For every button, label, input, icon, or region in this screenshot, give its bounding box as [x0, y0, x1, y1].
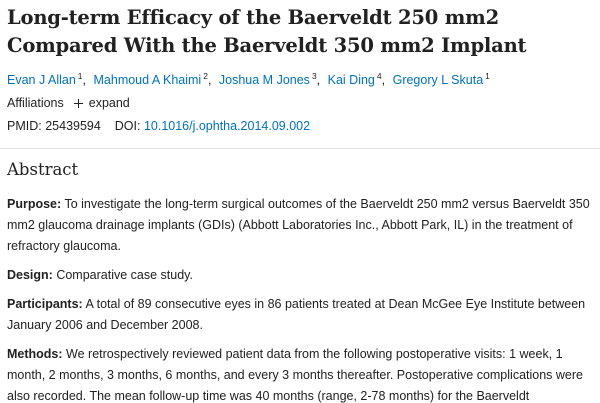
pmid-value: 25439594	[45, 119, 101, 133]
section-label: Design:	[7, 268, 53, 282]
author-name[interactable]: Kai Ding	[327, 73, 375, 88]
abstract-section: Design: Comparative case study.	[7, 265, 597, 286]
abstract-section: Methods: We retrospectively reviewed pat…	[7, 344, 597, 403]
title-line: Long-term Efficacy of the Baerveldt 250 …	[7, 6, 499, 29]
affiliation-number[interactable]: 4	[376, 71, 382, 81]
doi-link[interactable]: 10.1016/j.ophtha.2014.09.002	[143, 119, 311, 133]
section-label: Methods:	[7, 347, 63, 361]
section-text: Comparative case study.	[56, 268, 193, 282]
author: Evan J Allan 1	[7, 71, 90, 88]
affiliation-number[interactable]: 2	[203, 71, 208, 81]
section-label: Purpose:	[7, 197, 62, 211]
affiliations-row: Affiliations expand	[7, 96, 130, 110]
section-label: Participants:	[7, 297, 83, 311]
section-text: We retrospectively reviewed patient data…	[7, 347, 583, 403]
author-name[interactable]: Joshua M Jones	[218, 73, 310, 88]
doi-label: DOI:	[114, 119, 141, 133]
affiliation-number[interactable]: 1	[77, 71, 83, 81]
abstract-section: Purpose: To investigate the long-term su…	[7, 194, 597, 257]
section-text: To investigate the long-term surgical ou…	[7, 197, 590, 253]
article-title: Long-term Efficacy of the Baerveldt 250 …	[7, 4, 597, 60]
author: Gregory L Skuta 1	[392, 71, 490, 88]
expand-link[interactable]: expand	[88, 96, 130, 110]
abstract-body: Purpose: To investigate the long-term su…	[7, 194, 597, 403]
title-line: Compared With the Baerveldt 350 mm2 Impl…	[7, 34, 527, 57]
expand-icon[interactable]	[73, 98, 83, 108]
author: Kai Ding 4	[327, 71, 389, 88]
affiliation-number[interactable]: 1	[485, 71, 490, 81]
author-name[interactable]: Mahmoud A Khaimi	[93, 73, 202, 88]
divider	[0, 148, 600, 149]
affiliation-number[interactable]: 3	[311, 71, 317, 81]
author-name[interactable]: Gregory L Skuta	[392, 73, 484, 88]
affiliations-label: Affiliations	[7, 96, 64, 110]
abstract-section: Participants: A total of 89 consecutive …	[7, 294, 597, 336]
identifiers: PMID: 25439594 DOI: 10.1016/j.ophtha.201…	[7, 119, 310, 133]
author: Joshua M Jones 3	[218, 71, 324, 88]
section-text: A total of 89 consecutive eyes in 86 pat…	[7, 297, 586, 332]
author: Mahmoud A Khaimi 2	[93, 71, 216, 88]
abstract-heading: Abstract	[7, 160, 79, 179]
author-name[interactable]: Evan J Allan	[7, 73, 76, 88]
pmid-label: PMID:	[7, 119, 42, 133]
